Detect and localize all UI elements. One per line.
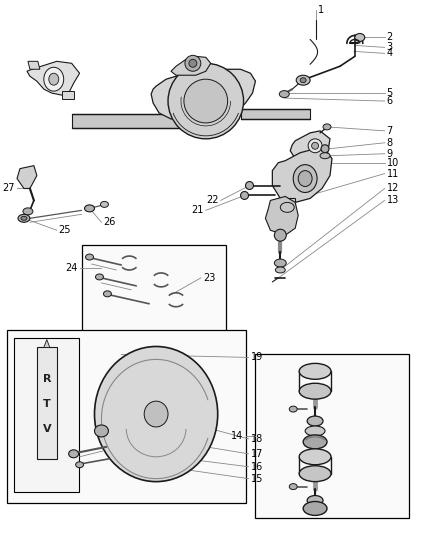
Bar <box>255 354 410 519</box>
Polygon shape <box>272 149 332 203</box>
Ellipse shape <box>279 91 289 98</box>
Ellipse shape <box>21 216 27 220</box>
Polygon shape <box>27 61 80 95</box>
Text: 15: 15 <box>251 474 263 483</box>
Text: 5: 5 <box>387 88 393 98</box>
Polygon shape <box>290 131 330 163</box>
Ellipse shape <box>85 205 95 212</box>
Bar <box>81 245 226 340</box>
Polygon shape <box>17 166 37 189</box>
Text: 13: 13 <box>387 196 399 205</box>
Text: 14: 14 <box>231 431 244 441</box>
Text: T: T <box>43 399 51 409</box>
Text: 7: 7 <box>387 126 393 136</box>
Ellipse shape <box>299 364 331 379</box>
Text: 6: 6 <box>387 96 393 106</box>
Ellipse shape <box>320 153 330 159</box>
Ellipse shape <box>293 165 317 192</box>
Ellipse shape <box>95 274 103 280</box>
Text: 22: 22 <box>206 196 219 205</box>
Text: 3: 3 <box>387 43 393 52</box>
Ellipse shape <box>308 139 322 153</box>
Polygon shape <box>44 340 50 348</box>
Polygon shape <box>240 109 310 119</box>
Ellipse shape <box>298 171 312 187</box>
Ellipse shape <box>323 124 331 130</box>
Ellipse shape <box>311 142 318 149</box>
Text: 18: 18 <box>251 434 263 444</box>
Text: R: R <box>42 374 51 384</box>
Ellipse shape <box>240 191 248 199</box>
Ellipse shape <box>49 73 59 85</box>
Text: 17: 17 <box>251 449 263 459</box>
Ellipse shape <box>289 483 297 490</box>
Ellipse shape <box>18 214 30 222</box>
Ellipse shape <box>103 291 111 297</box>
Text: 1: 1 <box>318 5 324 14</box>
Ellipse shape <box>23 208 33 215</box>
Text: V: V <box>42 424 51 434</box>
Ellipse shape <box>69 450 78 458</box>
Text: 21: 21 <box>191 205 204 215</box>
Polygon shape <box>72 114 211 128</box>
Ellipse shape <box>299 466 331 482</box>
Ellipse shape <box>189 59 197 67</box>
Bar <box>14 337 78 491</box>
Ellipse shape <box>184 79 228 123</box>
Ellipse shape <box>289 406 297 412</box>
Bar <box>7 329 246 504</box>
Ellipse shape <box>274 229 286 241</box>
Text: 12: 12 <box>387 183 399 193</box>
Ellipse shape <box>100 201 109 207</box>
Ellipse shape <box>321 145 329 153</box>
Text: 26: 26 <box>103 217 116 227</box>
Ellipse shape <box>185 55 201 71</box>
Ellipse shape <box>299 383 331 399</box>
Ellipse shape <box>307 496 323 505</box>
Ellipse shape <box>305 426 325 436</box>
Ellipse shape <box>276 267 285 273</box>
Ellipse shape <box>246 182 254 190</box>
Text: 8: 8 <box>387 138 393 148</box>
Ellipse shape <box>274 259 286 267</box>
Ellipse shape <box>280 203 294 212</box>
Text: 24: 24 <box>65 263 78 273</box>
Ellipse shape <box>296 75 310 85</box>
Text: 10: 10 <box>387 158 399 168</box>
Polygon shape <box>171 56 211 75</box>
Ellipse shape <box>303 435 327 449</box>
Ellipse shape <box>168 63 244 139</box>
Ellipse shape <box>85 254 93 260</box>
Polygon shape <box>37 348 57 459</box>
Text: 4: 4 <box>387 49 393 58</box>
Text: 23: 23 <box>203 273 215 283</box>
Ellipse shape <box>300 78 306 83</box>
Polygon shape <box>62 91 74 99</box>
Ellipse shape <box>95 425 109 437</box>
Ellipse shape <box>303 502 327 515</box>
Ellipse shape <box>355 34 365 42</box>
Text: 19: 19 <box>251 352 263 362</box>
Ellipse shape <box>307 416 323 426</box>
Ellipse shape <box>144 401 168 427</box>
Text: 9: 9 <box>387 149 393 159</box>
Text: 11: 11 <box>387 168 399 179</box>
Ellipse shape <box>76 462 84 468</box>
Polygon shape <box>278 198 295 215</box>
Text: 25: 25 <box>59 225 71 235</box>
Polygon shape <box>28 61 40 69</box>
Text: 16: 16 <box>251 462 263 472</box>
Polygon shape <box>151 69 255 121</box>
Text: 27: 27 <box>3 183 15 193</box>
Ellipse shape <box>299 449 331 465</box>
Ellipse shape <box>95 346 218 482</box>
Ellipse shape <box>44 67 64 91</box>
Polygon shape <box>265 197 298 235</box>
Text: 2: 2 <box>387 33 393 43</box>
